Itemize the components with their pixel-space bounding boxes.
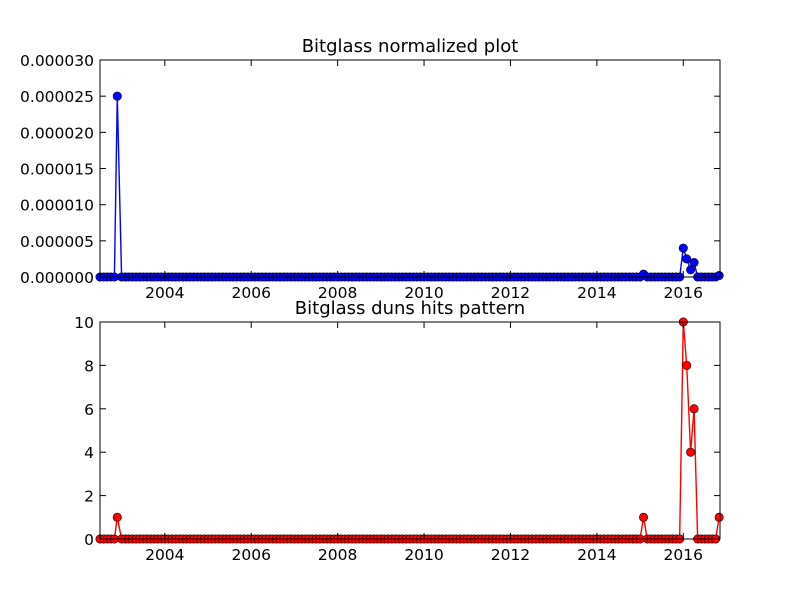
x-tick-label: 2016	[664, 284, 703, 302]
duns-hits-pattern-chart: Bitglass duns hits pattern 2004 2006 2008 2…	[74, 298, 724, 564]
y-tick-label: 0.000020	[20, 124, 94, 142]
x-tick-label: 2008	[318, 546, 357, 564]
y-tick-label: 10	[74, 314, 94, 332]
data-point	[689, 258, 699, 268]
data-point	[112, 91, 122, 101]
y-tick-label: 6	[84, 401, 94, 419]
y-tick-label: 0.000005	[20, 233, 94, 251]
normalized-plot-chart: Bitglass normalized plot 2004 2006 2008 201…	[20, 36, 724, 302]
data-point	[714, 512, 724, 522]
data-point	[678, 243, 688, 253]
y-tick-label: 8	[84, 357, 94, 375]
x-tick-label: 2004	[145, 284, 184, 302]
x-tick-label: 2008	[318, 284, 357, 302]
data-point	[682, 254, 692, 264]
y-tick-label: 0	[84, 531, 94, 549]
x-tick-label: 2014	[577, 546, 616, 564]
axes-frame	[99, 321, 721, 540]
plot-area: 2004 2006 2008 2010 2012 2014 2016 0 2 4 6 8 10	[74, 314, 724, 564]
y-tick-label: 0.000010	[20, 197, 94, 215]
x-tick-label: 2004	[145, 546, 184, 564]
x-tick-label: 2012	[491, 284, 530, 302]
y-tick-label: 0.000025	[20, 88, 94, 106]
chart-title: Bitglass normalized plot	[302, 36, 519, 57]
data-point	[689, 404, 699, 414]
x-tick-label: 2006	[231, 546, 270, 564]
y-tick-label: 4	[84, 444, 94, 462]
y-tick-label: 0.000015	[20, 161, 94, 179]
data-point	[682, 360, 692, 370]
x-tick-label: 2012	[491, 546, 530, 564]
data-point	[639, 512, 649, 522]
y-tick-label: 0.000000	[20, 269, 94, 287]
x-tick-label: 2006	[231, 284, 270, 302]
y-tick-label: 2	[84, 488, 94, 506]
data-point	[714, 271, 724, 281]
x-tick-label: 2010	[404, 284, 443, 302]
y-tick-label: 0.000030	[20, 52, 94, 70]
x-tick-label: 2014	[577, 284, 616, 302]
data-point	[686, 447, 696, 457]
plot-area: 2004 2006 2008 2010 2012 2014 2016 0.000000 0.00…	[20, 52, 724, 302]
data-point	[112, 512, 122, 522]
chart-title: Bitglass duns hits pattern	[295, 298, 525, 319]
x-tick-label: 2016	[664, 546, 703, 564]
data-point	[686, 265, 696, 275]
x-tick-label: 2010	[404, 546, 443, 564]
